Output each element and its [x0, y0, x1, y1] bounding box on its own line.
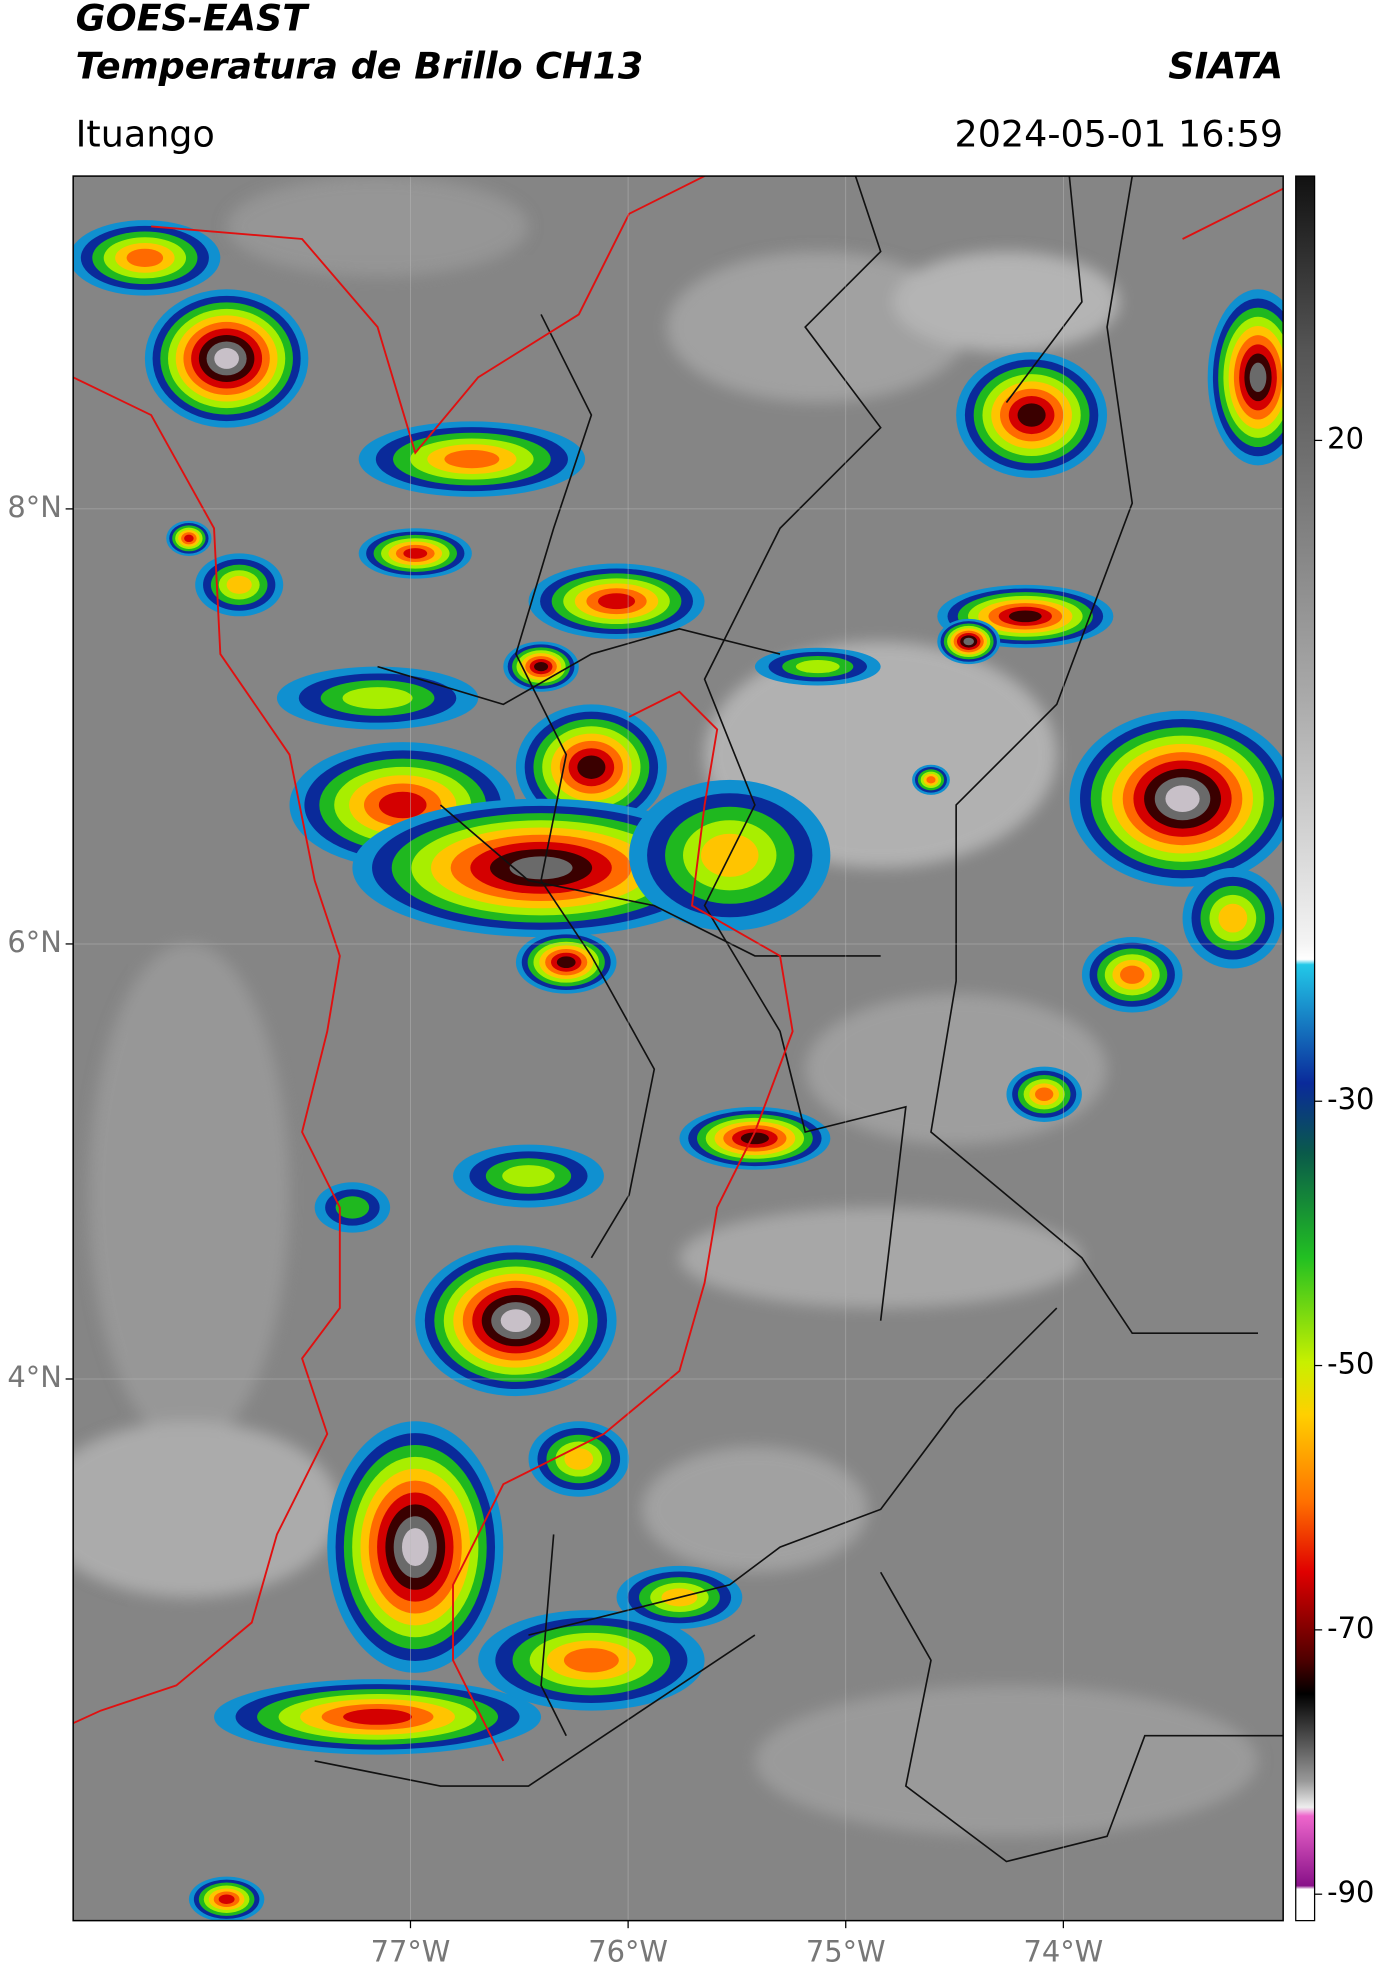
storm-cell: [218, 1894, 235, 1905]
storm-cell: [343, 1708, 412, 1725]
storm-cell: [926, 776, 936, 784]
colorbar-tick-label: -50: [1327, 1347, 1374, 1381]
storm-cell: [126, 248, 164, 267]
colorbar-tick-label: 20: [1327, 421, 1364, 455]
storm-cell: [401, 1528, 429, 1567]
y-tick-label: 8°N: [7, 490, 61, 524]
storm-cell: [378, 791, 427, 819]
colorbar-tick-label: -30: [1327, 1082, 1374, 1116]
x-tick-label: 77°W: [371, 1934, 451, 1968]
storm-cell: [444, 449, 500, 469]
storm-cell: [1249, 362, 1267, 393]
storm-cell: [534, 661, 549, 672]
map-area: [73, 176, 1284, 1921]
storm-cell: [226, 575, 252, 594]
source: SIATA: [1168, 44, 1283, 87]
storm-cell: [342, 687, 413, 710]
storm-cell: [564, 1448, 594, 1470]
storm-cell: [500, 1309, 532, 1333]
x-tick-label: 76°W: [588, 1934, 668, 1968]
admin-borders: [314, 176, 1284, 1863]
storm-cell: [1120, 965, 1145, 984]
map-frame: [72, 175, 1284, 1922]
colorbar: [1295, 175, 1316, 1922]
datetime: 2024-05-01 16:59: [955, 112, 1284, 155]
storm-cell: [403, 548, 428, 559]
storm-cell: [563, 1648, 619, 1673]
title: GOES-EAST: [76, 0, 311, 40]
cloud-texture: [73, 176, 1258, 1837]
y-tick-label: 6°N: [7, 925, 61, 959]
storm-cell: [597, 593, 636, 610]
storm-cell: [509, 856, 573, 880]
storm-cell: [795, 660, 840, 674]
storm-cell: [214, 348, 239, 369]
storm-cell: [1008, 610, 1042, 623]
storm-cell: [1165, 785, 1200, 812]
colorbar-tick-label: -90: [1327, 1875, 1374, 1909]
storm-cell: [963, 637, 974, 646]
storm-cell: [740, 1132, 769, 1145]
x-tick-label: 75°W: [806, 1934, 886, 1968]
y-tick-label: 4°N: [7, 1360, 61, 1394]
x-tick-label: 74°W: [1023, 1934, 1103, 1968]
colorbar-tick-label: -70: [1327, 1611, 1374, 1645]
coastline: [73, 176, 1284, 1762]
storm-cell: [335, 1196, 370, 1219]
storm-cell: [1017, 403, 1046, 427]
region: Ituango: [76, 112, 215, 155]
storm-cells: [73, 220, 1284, 1921]
storm-cell: [502, 1165, 555, 1187]
storm-cell: [184, 534, 194, 543]
storm-cell: [1218, 903, 1248, 933]
subtitle: Temperatura de Brillo CH13: [76, 44, 644, 87]
storm-cell: [577, 755, 606, 779]
storm-cell: [556, 956, 576, 969]
storm-cell: [1035, 1087, 1054, 1101]
